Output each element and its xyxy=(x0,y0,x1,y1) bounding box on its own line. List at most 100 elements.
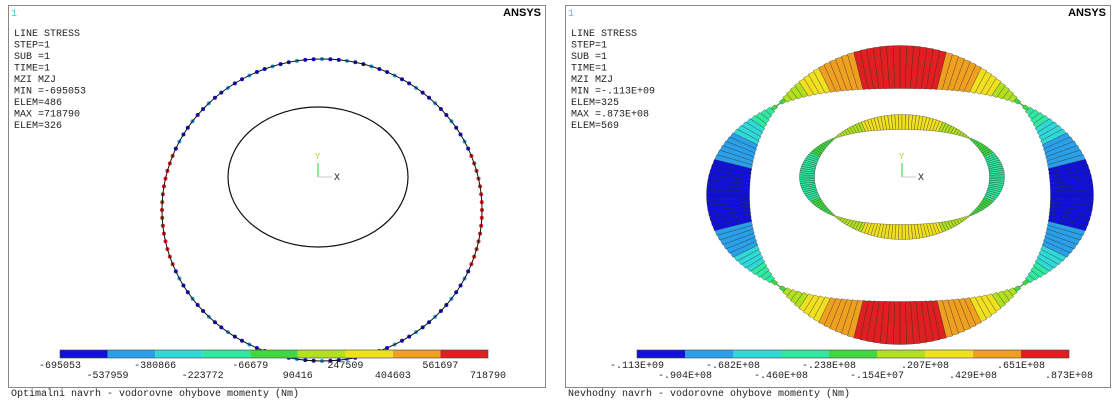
info-line: ELEM=325 xyxy=(571,98,619,109)
stress-band xyxy=(1008,94,1018,103)
info-line: LINE STRESS xyxy=(571,29,637,40)
stress-band xyxy=(929,118,937,132)
stress-band xyxy=(823,297,842,328)
info-line: TIME=1 xyxy=(14,64,50,75)
legend-label: -380866 xyxy=(134,361,176,372)
stress-band xyxy=(1025,274,1035,284)
info-line: MIN =-695053 xyxy=(14,87,86,98)
caption: Nevhodny navrh - vodorovne ohybove momen… xyxy=(568,388,850,400)
stress-band xyxy=(988,183,1004,188)
stress-band xyxy=(803,159,818,166)
stress-band xyxy=(803,294,820,316)
stress-band xyxy=(1044,233,1077,250)
legend-swatch xyxy=(60,350,108,358)
stress-band xyxy=(986,188,1001,195)
stress-band xyxy=(867,222,875,236)
legend-swatch xyxy=(250,350,298,358)
stress-band xyxy=(898,114,903,130)
stress-band xyxy=(973,209,979,214)
ansys-logo: ANSYS xyxy=(1068,7,1106,19)
legend-label: -.460E+08 xyxy=(754,371,808,382)
stress-band xyxy=(723,140,756,157)
stress-band xyxy=(964,65,982,93)
stress-band xyxy=(807,295,825,319)
stress-band xyxy=(980,200,990,207)
legend-label: -.682E+08 xyxy=(706,361,760,372)
stress-band xyxy=(857,221,866,232)
stress-band xyxy=(837,216,843,221)
stress-band xyxy=(1002,90,1014,101)
caption: Optimalni navrh - vodorovne ohybove mome… xyxy=(11,388,299,400)
stress-band xyxy=(1022,279,1030,286)
stress-band xyxy=(812,148,823,156)
legend-label: 404603 xyxy=(375,371,411,382)
info-line: MZI MZJ xyxy=(14,75,56,86)
stress-band xyxy=(741,121,764,137)
stress-band xyxy=(920,116,927,131)
stress-band xyxy=(852,220,860,230)
stress-band xyxy=(841,218,848,224)
info-line: ELEM=486 xyxy=(14,98,62,109)
stress-band xyxy=(989,174,1005,178)
stress-band xyxy=(860,222,869,234)
stress-band xyxy=(846,219,854,227)
stress-band xyxy=(794,292,809,308)
info-line: MAX =718790 xyxy=(14,110,80,121)
stress-band xyxy=(760,109,773,120)
stress-band xyxy=(813,296,831,322)
stress-band xyxy=(877,223,884,238)
stress-band xyxy=(964,135,969,139)
stress-band xyxy=(986,78,1002,97)
info-line: MIN =-.113E+09 xyxy=(571,87,655,98)
legend-swatch xyxy=(107,350,156,358)
stress-band xyxy=(801,163,817,169)
axis-x-label: X xyxy=(918,173,924,184)
stress-band xyxy=(975,71,993,95)
info-line: STEP=1 xyxy=(14,41,50,52)
stress-band xyxy=(818,144,827,150)
stress-band xyxy=(864,222,872,235)
stress-band xyxy=(977,204,986,210)
stress-band xyxy=(926,117,934,131)
stress-band xyxy=(991,82,1006,98)
legend-swatch xyxy=(877,350,925,358)
stress-band xyxy=(835,299,853,334)
stress-band xyxy=(859,300,874,341)
stress-band xyxy=(905,45,914,89)
stress-band xyxy=(808,152,821,159)
stress-band xyxy=(1043,237,1074,254)
stress-band xyxy=(979,202,988,209)
outer-ring xyxy=(161,58,483,362)
info-line: SUB =1 xyxy=(14,52,50,63)
stress-band xyxy=(1050,198,1094,206)
stress-band xyxy=(931,50,947,90)
stress-band xyxy=(707,179,751,188)
stress-band xyxy=(714,154,753,169)
legend-label: -.904E+08 xyxy=(658,371,712,382)
stress-band xyxy=(1041,241,1071,258)
stress-band xyxy=(1047,217,1088,231)
legend-label: -.154E+07 xyxy=(850,371,904,382)
stress-band xyxy=(870,223,878,237)
legend-swatch xyxy=(345,350,393,358)
legend-frame xyxy=(636,349,1070,359)
stress-band xyxy=(866,300,880,343)
stress-band xyxy=(726,136,757,153)
window-number: 1 xyxy=(11,9,17,20)
legend-swatch xyxy=(925,350,973,358)
stress-band xyxy=(829,298,847,331)
stress-band xyxy=(880,223,887,239)
axis-y-label: Y xyxy=(899,152,905,162)
legend-swatch xyxy=(733,350,781,358)
stress-band xyxy=(941,123,949,133)
stress-band xyxy=(782,287,792,296)
stress-band xyxy=(953,59,971,92)
stress-band xyxy=(830,137,835,142)
legend-frame xyxy=(59,349,489,359)
stress-band xyxy=(1049,206,1092,216)
stress-band xyxy=(935,120,944,132)
legend-swatch xyxy=(1021,350,1069,358)
